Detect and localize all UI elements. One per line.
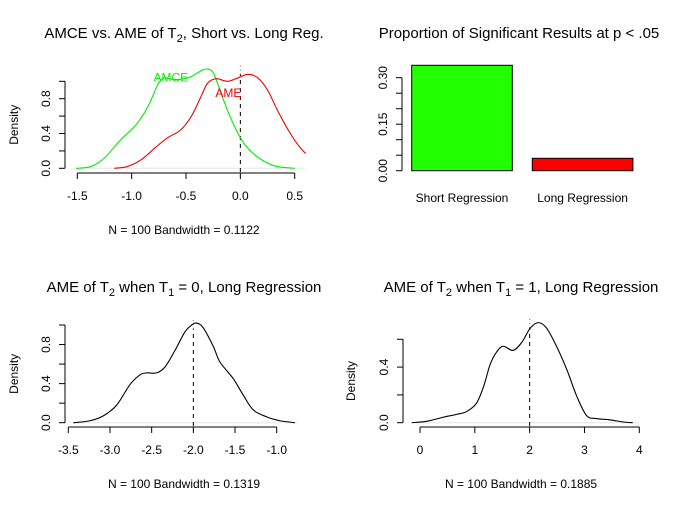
y-tick-label: 0.0 — [39, 414, 53, 431]
title-subscript: 2 — [446, 287, 452, 299]
y-tick-label: 0.4 — [39, 125, 53, 142]
x-tick-label: -1.0 — [266, 443, 287, 457]
title-text: when T — [115, 279, 168, 296]
y-tick-label: 0.0 — [377, 414, 391, 431]
x-tick-label: 1 — [471, 443, 478, 457]
title-text: = 0, Long Regression — [174, 279, 321, 296]
y-tick-label: 0.4 — [377, 358, 391, 375]
title-subscript: 2 — [177, 33, 183, 45]
title-text: AME of T — [384, 279, 446, 296]
y-tick-label: 0.4 — [39, 375, 53, 392]
y-tick-label: 0.8 — [39, 90, 53, 107]
y-axis-label: Density — [344, 361, 358, 401]
y-tick-label: 0.00 — [376, 159, 390, 183]
title-subscript: 2 — [109, 287, 115, 299]
chart-title: AME of T2 when T1 = 1, Long Regression — [384, 279, 659, 299]
title-text: when T — [452, 279, 505, 296]
y-tick-label: 0.15 — [376, 112, 390, 136]
x-tick-label: 0 — [417, 443, 424, 457]
x-axis-label: N = 100 Bandwidth = 0.1319 — [108, 477, 260, 491]
x-axis-label: N = 100 Bandwidth = 0.1885 — [445, 477, 597, 491]
panel-p3: AME of T2 when T1 = 0, Long Regression 0.… — [7, 279, 321, 491]
x-category-label: Short Regression — [416, 191, 509, 205]
y-axis-label: Density — [7, 354, 21, 394]
title-text: Proportion of Significant Results at p <… — [379, 25, 660, 42]
density-curve-ame-t1-1 — [411, 322, 633, 424]
x-tick-label: 0.0 — [232, 189, 249, 203]
x-tick-label: -2.0 — [183, 443, 204, 457]
bar-short-regression — [411, 64, 513, 172]
title-subscript: 1 — [505, 287, 511, 299]
y-tick-label: 0.0 — [39, 160, 53, 177]
y-tick-label: 0.30 — [376, 66, 390, 90]
density-curve-amce — [76, 68, 295, 169]
x-tick-label: -2.5 — [141, 443, 162, 457]
x-tick-label: -0.5 — [176, 189, 197, 203]
title-text: = 1, Long Regression — [511, 279, 658, 296]
x-tick-label: -1.5 — [225, 443, 246, 457]
density-curve-ame-t1-0 — [73, 322, 296, 424]
x-tick-label: 2 — [526, 443, 533, 457]
x-tick-label: -1.0 — [121, 189, 142, 203]
x-tick-label: -1.5 — [67, 189, 88, 203]
x-tick-label: -3.5 — [58, 443, 79, 457]
chart-title: AMCE vs. AME of T2, Short vs. Long Reg. — [44, 25, 323, 45]
x-tick-label: 4 — [636, 443, 643, 457]
density-curve-ame — [114, 73, 306, 169]
bar-long-regression — [531, 157, 634, 172]
y-axis-label: Density — [7, 105, 21, 145]
x-category-label: Long Regression — [537, 191, 628, 205]
x-tick-label: 0.5 — [286, 189, 303, 203]
y-tick-label: 0.8 — [39, 336, 53, 353]
x-axis-label: N = 100 Bandwidth = 0.1122 — [108, 223, 260, 237]
title-text: AMCE vs. AME of T — [44, 25, 176, 42]
panel-p4: AME of T2 when T1 = 1, Long Regression0.… — [344, 279, 658, 491]
panel-p2: Proportion of Significant Results at p <… — [376, 25, 659, 205]
chart-title: Proportion of Significant Results at p <… — [379, 25, 660, 42]
title-text: AME of T — [47, 279, 109, 296]
title-text: , Short vs. Long Reg. — [183, 25, 324, 42]
chart-title: AME of T2 when T1 = 0, Long Regression — [47, 279, 322, 299]
x-tick-label: -3.0 — [100, 443, 121, 457]
series-label-amce: AMCE — [153, 70, 188, 84]
title-subscript: 1 — [168, 287, 174, 299]
x-tick-label: 3 — [581, 443, 588, 457]
series-label-ame: AME — [215, 86, 241, 100]
panel-p1: AMCE vs. AME of T2, Short vs. Long Reg. 0… — [7, 25, 323, 237]
